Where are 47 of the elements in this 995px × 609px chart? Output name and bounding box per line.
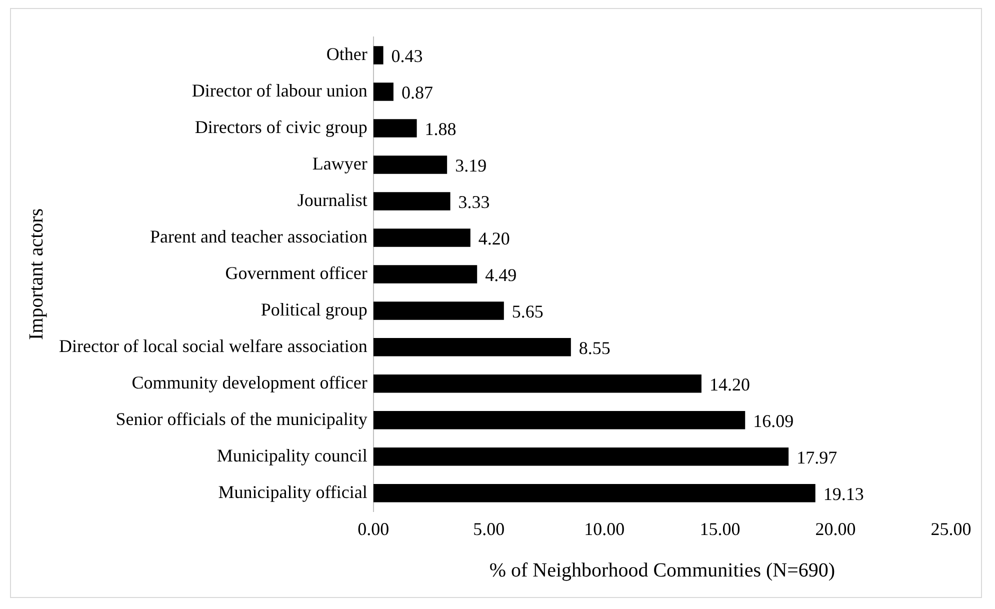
bar bbox=[373, 156, 448, 174]
data-label: 1.88 bbox=[424, 118, 456, 139]
x-axis-title: % of Neighborhood Communities (N=690) bbox=[489, 559, 836, 582]
bar bbox=[373, 46, 384, 64]
y-tick-label: Directors of civic group bbox=[194, 116, 368, 137]
x-tick-label: 15.00 bbox=[700, 518, 740, 539]
bar bbox=[373, 338, 571, 356]
bar bbox=[373, 411, 746, 430]
bar bbox=[373, 484, 816, 502]
y-tick-label: Parent and teacher association bbox=[150, 226, 368, 246]
data-label: 19.13 bbox=[823, 484, 864, 504]
x-tick-label: 5.00 bbox=[473, 518, 505, 539]
y-tick-label: Municipality council bbox=[216, 445, 368, 466]
y-tick-label: Lawyer bbox=[312, 153, 368, 174]
y-tick-label: Journalist bbox=[297, 190, 368, 210]
data-label: 4.49 bbox=[485, 264, 517, 285]
data-label: 5.65 bbox=[512, 301, 544, 322]
y-tick-label: Director of local social welfare association bbox=[58, 336, 368, 356]
bar bbox=[373, 374, 702, 393]
bar bbox=[373, 82, 394, 101]
data-label: 0.43 bbox=[391, 46, 423, 66]
data-label: 4.20 bbox=[478, 228, 510, 248]
y-tick-label: Director of labour union bbox=[192, 80, 368, 100]
data-label: 14.20 bbox=[709, 374, 750, 394]
bar bbox=[373, 448, 789, 466]
bar bbox=[373, 228, 470, 247]
x-tick-label: 0.00 bbox=[358, 518, 390, 539]
data-label: 8.55 bbox=[578, 338, 610, 358]
y-axis-title: Important actors bbox=[25, 208, 48, 340]
bar bbox=[373, 265, 478, 284]
x-tick-label: 10.00 bbox=[584, 518, 625, 539]
data-label: 3.33 bbox=[458, 192, 490, 212]
bar bbox=[373, 302, 504, 320]
y-tick-label: Other bbox=[326, 44, 368, 64]
y-tick-label: Community development officer bbox=[132, 372, 368, 392]
y-tick-label: Municipality official bbox=[218, 482, 368, 502]
y-tick-label: Government officer bbox=[225, 262, 368, 283]
y-tick-label: Senior officials of the municipality bbox=[116, 408, 368, 429]
data-label: 0.87 bbox=[401, 82, 433, 102]
x-tick-label: 20.00 bbox=[815, 518, 856, 539]
data-label: 16.09 bbox=[753, 410, 794, 431]
bar bbox=[373, 192, 450, 210]
bar bbox=[373, 119, 417, 138]
data-label: 3.19 bbox=[455, 155, 487, 176]
y-tick-label: Political group bbox=[260, 299, 368, 320]
x-tick-label: 25.00 bbox=[930, 518, 972, 539]
data-label: 17.97 bbox=[796, 447, 838, 468]
